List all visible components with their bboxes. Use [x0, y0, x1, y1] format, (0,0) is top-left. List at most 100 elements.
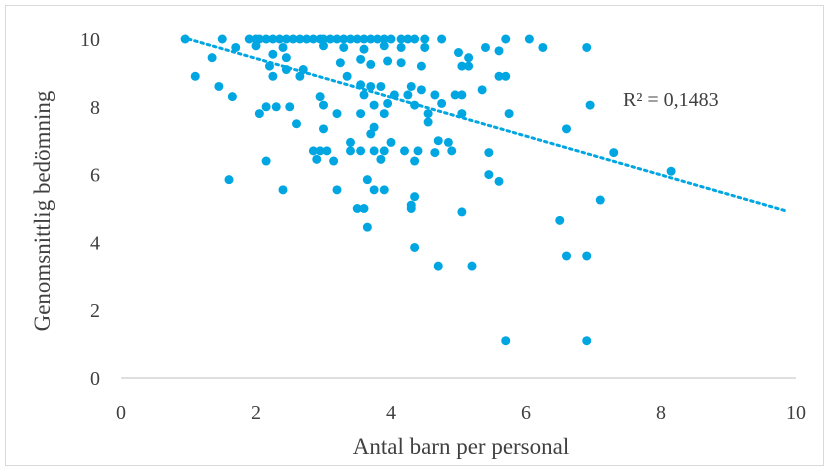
data-point	[376, 81, 386, 91]
data-point	[359, 204, 369, 213]
data-point	[366, 81, 376, 91]
scatter-chart: 0 2 4 6 8 10 0 2 4 6 8 10 R² = 0,1483 Genomsnittli…	[30, 29, 806, 459]
data-point	[484, 170, 494, 180]
data-point	[261, 34, 271, 44]
data-point	[346, 146, 355, 156]
data-point	[410, 192, 420, 202]
data-point	[410, 34, 420, 44]
data-point	[254, 109, 264, 119]
data-point	[335, 58, 345, 68]
x-tick-label: 6	[521, 402, 531, 424]
data-point	[359, 44, 369, 54]
data-point	[484, 148, 494, 158]
data-point	[666, 166, 676, 176]
data-point	[383, 56, 393, 66]
data-point	[410, 156, 420, 166]
data-point	[366, 34, 376, 44]
data-point	[467, 261, 477, 271]
data-point	[308, 146, 318, 156]
data-point	[494, 176, 504, 186]
data-point	[396, 34, 406, 44]
data-point	[295, 34, 305, 44]
data-point	[244, 34, 254, 44]
data-point	[437, 98, 447, 108]
data-point	[416, 85, 426, 95]
y-axis-title: Genomsnittlig bedömning	[30, 90, 55, 331]
data-point	[332, 185, 342, 195]
data-point	[180, 34, 190, 44]
data-point	[464, 61, 474, 71]
trendline	[187, 37, 788, 213]
data-point	[278, 42, 288, 52]
data-point	[501, 71, 511, 81]
data-point	[207, 53, 217, 63]
data-point	[555, 215, 565, 225]
data-point	[423, 109, 433, 119]
data-point	[369, 122, 379, 132]
chart-frame: 0 2 4 6 8 10 0 2 4 6 8 10 R² = 0,1483 Genomsnittli…	[5, 5, 824, 466]
data-point	[352, 204, 362, 213]
data-point	[481, 42, 490, 52]
data-point	[450, 90, 460, 100]
data-point	[430, 90, 440, 100]
data-point	[595, 195, 605, 205]
data-point	[582, 251, 592, 261]
data-points	[180, 34, 676, 346]
y-tick-label: 8	[90, 97, 100, 119]
data-point	[362, 175, 372, 185]
data-point	[254, 34, 264, 44]
data-point	[504, 109, 514, 119]
data-point	[433, 136, 443, 146]
data-point	[609, 148, 619, 158]
x-tick-label: 4	[386, 402, 396, 424]
data-point	[319, 100, 328, 110]
data-point	[379, 185, 389, 195]
x-tick-labels: 0 2 4 6 8 10	[116, 402, 806, 424]
data-point	[362, 222, 372, 232]
data-point	[416, 61, 426, 71]
data-point	[190, 71, 200, 81]
data-point	[346, 34, 355, 44]
y-tick-label: 4	[90, 232, 100, 254]
data-point	[582, 336, 592, 346]
data-point	[352, 34, 362, 44]
data-point	[464, 53, 474, 63]
data-point	[582, 42, 592, 52]
data-point	[359, 34, 369, 44]
data-point	[329, 156, 339, 166]
data-point	[403, 34, 413, 44]
data-point	[217, 34, 227, 44]
data-point	[332, 109, 342, 119]
data-point	[477, 85, 487, 95]
r-squared-label: R² = 0,1483	[623, 89, 719, 111]
data-point	[356, 54, 366, 64]
data-point	[443, 137, 453, 147]
data-point	[396, 42, 406, 52]
data-point	[420, 42, 430, 52]
data-point	[383, 98, 393, 108]
data-point	[379, 146, 389, 156]
data-point	[454, 48, 463, 58]
data-point	[292, 119, 301, 129]
y-tick-label: 0	[90, 368, 100, 390]
data-point	[356, 146, 366, 156]
data-point	[342, 71, 352, 81]
data-point	[319, 34, 328, 44]
data-point	[251, 41, 261, 51]
data-point	[562, 124, 571, 134]
data-point	[524, 34, 534, 44]
data-point	[494, 46, 504, 56]
data-point	[501, 336, 511, 346]
data-point	[261, 156, 271, 166]
data-point	[339, 34, 349, 44]
data-point	[379, 109, 389, 119]
x-tick-label: 8	[656, 402, 666, 424]
data-point	[319, 41, 328, 51]
data-point	[538, 42, 548, 52]
data-point	[423, 117, 433, 127]
data-point	[369, 146, 379, 156]
data-point	[386, 137, 396, 147]
data-point	[325, 34, 335, 44]
data-point	[379, 34, 389, 44]
data-point	[308, 34, 318, 44]
